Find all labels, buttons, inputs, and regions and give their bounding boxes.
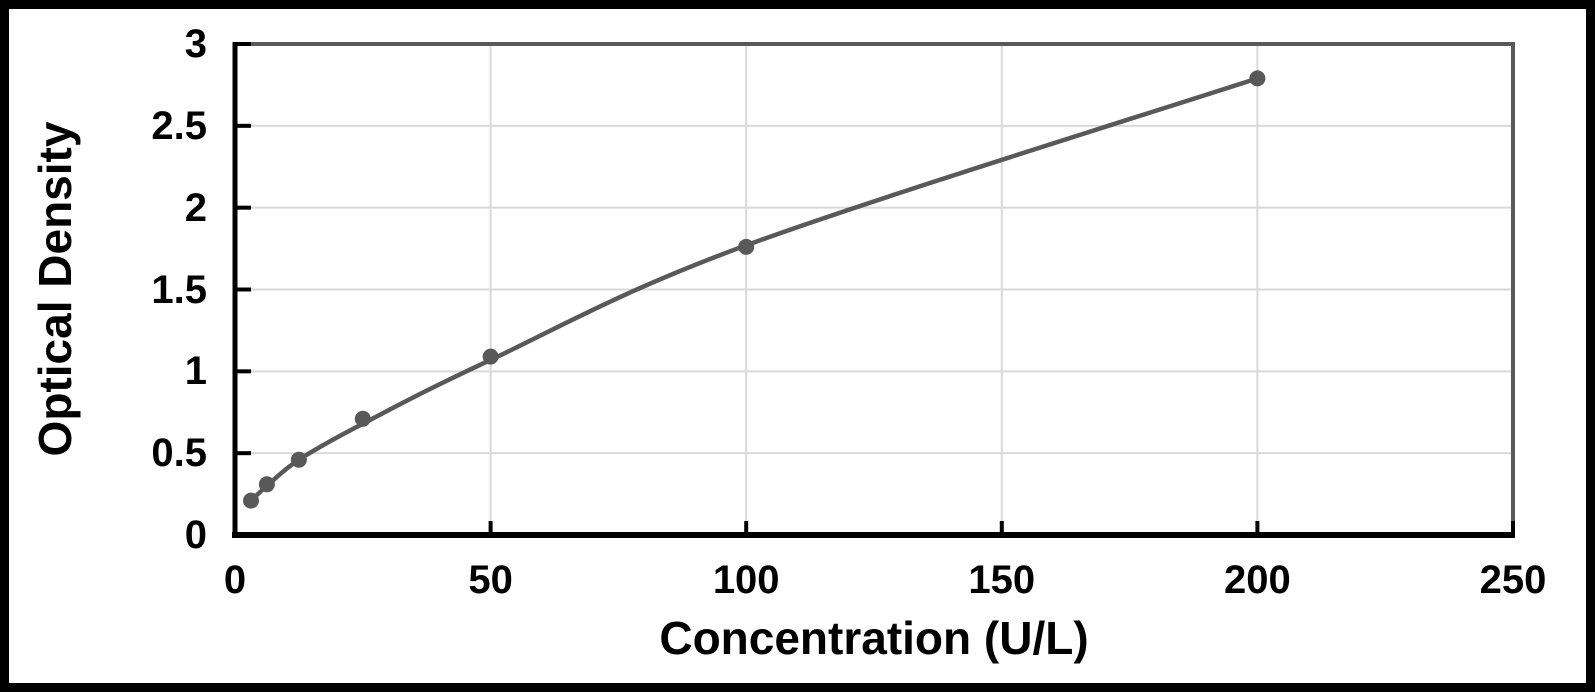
y-tick-label: 0.5 [151,431,207,476]
x-tick-label: 250 [1479,558,1547,602]
data-point-marker [1249,70,1266,87]
data-point-marker [354,410,371,427]
y-axis-title: Optical Density [29,121,81,457]
data-point-marker [258,476,275,493]
data-point-marker [482,348,499,365]
y-tick-label: 0 [184,513,207,557]
y-tick-label: 2.5 [151,103,207,148]
data-point-marker [243,492,259,509]
y-tick-label: 1.5 [151,267,207,312]
y-tick-label: 3 [184,22,207,66]
data-point-marker [738,238,755,255]
y-tick-label: 2 [184,185,207,230]
x-tick-label: 100 [712,558,780,602]
x-tick-label: 150 [968,558,1036,602]
data-point-marker [290,451,307,468]
x-axis-title: Concentration (U/L) [659,612,1089,664]
x-tick-label: 200 [1224,558,1291,602]
y-tick-label: 1 [184,349,207,394]
x-tick-label: 50 [468,558,513,602]
x-tick-label: 0 [223,558,247,602]
